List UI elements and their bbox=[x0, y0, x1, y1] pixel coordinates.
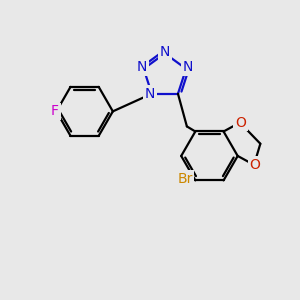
Text: N: N bbox=[182, 60, 193, 74]
Text: O: O bbox=[235, 116, 246, 130]
Text: N: N bbox=[137, 60, 147, 74]
Text: O: O bbox=[249, 158, 260, 172]
Text: N: N bbox=[160, 45, 170, 59]
Text: Br: Br bbox=[177, 172, 193, 186]
Text: N: N bbox=[145, 87, 155, 101]
Text: F: F bbox=[51, 104, 59, 118]
